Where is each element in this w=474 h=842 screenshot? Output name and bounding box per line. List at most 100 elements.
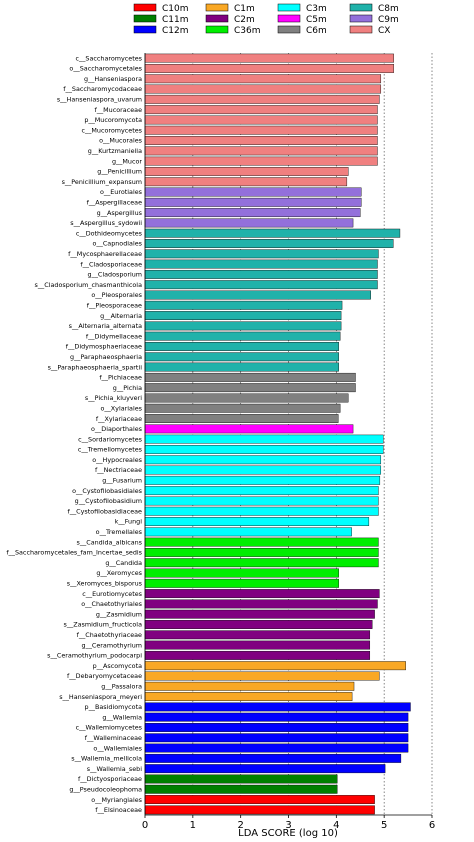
bar-label: f__Mucoraceae — [95, 106, 143, 114]
bar-label: f__Cystofilobasidiaceae — [68, 507, 143, 515]
bar-c-saccharomycetes — [144, 53, 394, 63]
bar-label: s__Paraphaeosphaeria_spartii — [48, 363, 143, 371]
bar-f-pleosporaceae — [144, 300, 343, 310]
bar-label: f__Chaetothyriaceae — [77, 631, 142, 639]
bar-label: c__Mucoromycetes — [81, 126, 142, 134]
legend-swatch-c1m — [205, 3, 229, 12]
bar-f-nectriaceae — [144, 465, 382, 475]
bar-label: g__Cladosporium — [87, 271, 142, 279]
bar-label: g__Hanseniaspora — [84, 75, 142, 83]
bar-o-wallemiales — [144, 743, 409, 753]
bar-label: c__Eurotiomycetes — [82, 590, 142, 598]
bar-label: f__Saccharomycodaceae — [63, 85, 142, 93]
bar-f-dictyosporiaceae — [144, 774, 338, 784]
bar-label: o__Diaporthales — [91, 425, 143, 433]
legend-label-c3m: C3m — [306, 4, 327, 14]
legend-label-c10m: C10m — [162, 4, 189, 14]
bar-label: g__Xeromyces — [96, 569, 142, 577]
bar-label: f__Elsinoaceae — [95, 806, 142, 814]
bar-label: o__Hypocreales — [92, 456, 142, 464]
legend-swatch-c5m — [277, 14, 301, 23]
bar-label: g__Zasmidium — [96, 610, 142, 618]
bar-g-pseudocoleophoma — [144, 784, 338, 794]
bar-label: o__Mucorales — [99, 137, 143, 145]
bar-label: s__Ceramothyrium_podocarpi — [47, 652, 142, 660]
bar-label: c__Sordariomycetes — [78, 435, 143, 443]
bar-label: s__Wallemia_sebi — [87, 765, 142, 773]
bar-label: g__Pichia — [113, 384, 142, 392]
bar-f-debaryomycetaceae — [144, 671, 380, 681]
bar-s-penicillium-expansum — [144, 177, 348, 187]
bar-g-candida — [144, 558, 379, 568]
bar-f-saccharomycodaceae — [144, 84, 382, 94]
bar-label: o__Wallemiales — [93, 744, 142, 752]
bar-f-elsinoaceae — [144, 805, 375, 815]
bar-labels: c__Saccharomycetes o__Saccharomycetales g_… — [6, 54, 142, 814]
bar-label: f__Saccharomycetales_fam_Incertae_sedis — [6, 549, 142, 557]
bar-label: s__Hanseniaspora_uvarum — [57, 96, 142, 104]
legend-label-c2m: C2m — [234, 15, 255, 25]
legend-label-c36m: C36m — [234, 26, 261, 36]
bar-label: o__Myriangiales — [91, 796, 142, 804]
bar-g-passalora — [144, 681, 355, 691]
bar-o-tremellales — [144, 527, 352, 537]
legend-label-c12m: C12m — [162, 26, 189, 36]
bar-label: p__Mucoromycota — [84, 116, 142, 124]
legend-swatch-c12m — [133, 25, 157, 34]
bar-g-penicillium — [144, 166, 349, 176]
bar-g-alternaria — [144, 311, 342, 321]
bar-label: o__Saccharomycetales — [69, 65, 142, 73]
bar-f-xylariaceae — [144, 414, 339, 423]
bar-label: o__Eurotiales — [100, 188, 143, 196]
x-tick-label: 0 — [142, 820, 148, 831]
bar-c-eurotiomycetes — [144, 589, 380, 599]
bar-label: c__Saccharomycetes — [76, 54, 143, 62]
bar-label: k__Fungi — [115, 518, 143, 526]
bar-s-wallemia-mellicola — [144, 753, 402, 763]
bar-s-hanseniaspora-meyeri — [144, 692, 353, 702]
bars — [144, 53, 411, 815]
legend-label-c5m: C5m — [306, 15, 327, 25]
bar-g-cladosporium — [144, 269, 378, 279]
legend-label-c1m: C1m — [234, 4, 255, 14]
bar-label: o__Xylariales — [100, 404, 142, 412]
bar-label: g__Pseudocoleophoma — [69, 785, 142, 793]
bar-c-mucoromycetes — [144, 125, 378, 135]
bar-s-alternaria-alternata — [144, 321, 342, 331]
bar-label: f__Mycosphaerellaceae — [68, 250, 142, 258]
bar-g-kurtzmaniella — [144, 146, 378, 156]
bar-f-aspergillaceae — [144, 197, 362, 207]
bar-s-aspergillus-sydowii — [144, 218, 354, 228]
bar-p-ascomycota — [144, 661, 406, 671]
x-tick-label: 6 — [429, 820, 435, 831]
x-tick-label: 2 — [237, 820, 243, 831]
bar-s-candida-albicans — [144, 537, 379, 547]
bar-o-mucorales — [144, 136, 378, 145]
bar-label: g__Passalora — [101, 682, 142, 690]
bar-label: c__Dothideomycetes — [76, 229, 143, 237]
x-tick-label: 3 — [285, 820, 291, 831]
bar-label: f__Pleosporaceae — [87, 301, 142, 309]
legend-label-cx: CX — [378, 26, 390, 36]
bar-g-xeromyces — [144, 568, 339, 578]
bar-label: g__Alternaria — [100, 312, 142, 320]
bar-s-paraphaeosphaeria-spartii — [144, 362, 339, 372]
bar-g-wallemia — [144, 712, 409, 722]
bar-s-ceramothyrium-podocarpi — [144, 650, 371, 660]
bar-label: f__Nectriaceae — [95, 466, 142, 474]
bar-s-hanseniaspora-uvarum — [144, 94, 380, 104]
bar-label: s__Penicillium_expansum — [62, 178, 142, 186]
bar-g-hanseniaspora — [144, 74, 382, 84]
legend-label-c6m: C6m — [306, 26, 327, 36]
legend-swatch-c36m — [205, 25, 229, 34]
bar-label: f__Cladosporiaceae — [80, 260, 142, 268]
bar-label: f__Walleminaceae — [85, 734, 142, 742]
bar-o-saccharomycetales — [144, 64, 394, 73]
legend-label-c8m: C8m — [378, 4, 399, 14]
legend-swatch-c9m — [349, 14, 373, 23]
x-tick-label: 1 — [190, 820, 196, 831]
bar-f-saccharomycetales-fam-incertae-sedis — [144, 547, 379, 557]
bar-s-wallemia-sebi — [144, 764, 386, 774]
